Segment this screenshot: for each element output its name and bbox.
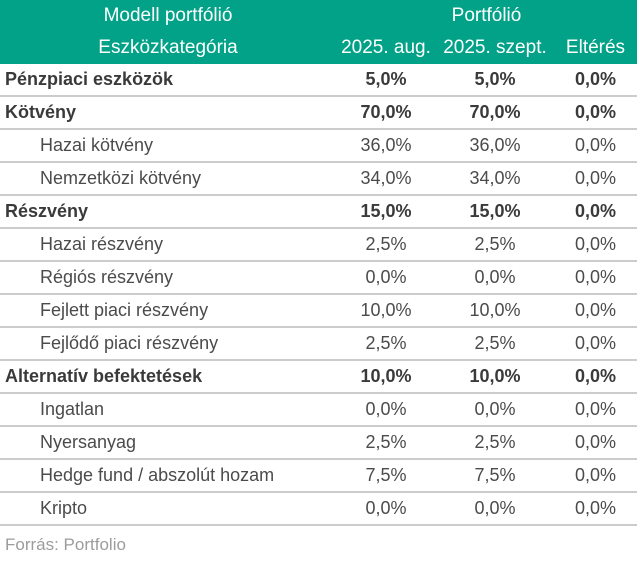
row-value-aug: 5,0% [365,69,407,89]
row-value-szept: 34,0% [469,168,521,188]
column-header-elteres: Eltérés [565,37,626,58]
row-value-szept: 10,0% [469,366,521,386]
row-value-szept: 5,0% [474,69,516,89]
row-label: Fejlődő piaci részvény [40,333,219,353]
row-value-aug: 10,0% [360,300,412,320]
row-label: Régiós részvény [40,267,174,287]
row-value-elteres: 0,0% [574,399,617,419]
row-value-elteres: 0,0% [574,465,617,485]
table-row: Fejlődő piaci részvény 2,5% 2,5% 0,0% [0,328,637,361]
row-value-elteres: 0,0% [574,102,617,122]
row-label: Pénzpiaci eszközök [5,69,174,89]
row-value-aug: 15,0% [360,201,412,221]
row-value-elteres: 0,0% [574,168,617,188]
row-value-aug: 36,0% [360,135,412,155]
row-value-elteres: 0,0% [574,201,617,221]
source-note: Forrás: Portfolio [5,535,126,554]
row-value-aug: 0,0% [365,399,407,419]
table-row: Nyersanyag 2,5% 2,5% 0,0% [0,427,637,460]
row-value-aug: 70,0% [360,102,412,122]
header-columns-row: Eszközkategória 2025. aug. 2025. szept. … [0,32,637,64]
column-header-2025-szept: 2025. szept. [443,37,547,58]
row-value-elteres: 0,0% [574,333,617,353]
header-group-row: Modell portfólió Portfólió [0,0,637,32]
row-label: Hazai részvény [40,234,164,254]
row-label: Nyersanyag [40,432,137,452]
row-value-elteres: 0,0% [574,300,617,320]
header-group-portfolio: Portfólió [451,5,522,26]
table-row: Régiós részvény 0,0% 0,0% 0,0% [0,262,637,295]
table-body: Pénzpiaci eszközök 5,0% 5,0% 0,0% Kötvén… [0,64,637,526]
row-value-elteres: 0,0% [574,267,617,287]
table-row: Részvény 15,0% 15,0% 0,0% [0,196,637,229]
row-value-elteres: 0,0% [574,135,617,155]
row-value-szept: 0,0% [474,498,516,518]
row-label: Részvény [5,201,89,221]
table-header: Modell portfólió Portfólió Eszközkategór… [0,0,637,64]
table-row: Kötvény 70,0% 70,0% 0,0% [0,97,637,130]
table-row: Ingatlan 0,0% 0,0% 0,0% [0,394,637,427]
row-value-szept: 0,0% [474,399,516,419]
row-value-szept: 36,0% [469,135,521,155]
row-value-elteres: 0,0% [574,432,617,452]
row-value-szept: 10,0% [469,300,521,320]
row-value-aug: 34,0% [360,168,412,188]
table-row: Hazai kötvény 36,0% 36,0% 0,0% [0,130,637,163]
row-value-aug: 10,0% [360,366,412,386]
row-value-szept: 2,5% [474,432,516,452]
row-label: Alternatív befektetések [5,366,203,386]
row-label: Nemzetközi kötvény [40,168,202,188]
table-row: Fejlett piaci részvény 10,0% 10,0% 0,0% [0,295,637,328]
row-value-szept: 7,5% [474,465,516,485]
table-row: Hedge fund / abszolút hozam 7,5% 7,5% 0,… [0,460,637,493]
column-header-asset-category: Eszközkategória [98,37,238,58]
row-label: Kripto [40,498,88,518]
row-value-szept: 70,0% [469,102,521,122]
column-header-2025-aug: 2025. aug. [341,37,431,58]
row-value-szept: 0,0% [474,267,516,287]
row-label: Hedge fund / abszolút hozam [40,465,275,485]
row-value-szept: 15,0% [469,201,521,221]
table-row: Kripto 0,0% 0,0% 0,0% [0,493,637,526]
row-value-elteres: 0,0% [574,498,617,518]
row-value-aug: 2,5% [365,333,407,353]
row-value-aug: 0,0% [365,498,407,518]
row-value-aug: 7,5% [365,465,407,485]
header-group-model-portfolio: Modell portfólió [103,5,233,26]
row-value-elteres: 0,0% [574,366,617,386]
table-row: Nemzetközi kötvény 34,0% 34,0% 0,0% [0,163,637,196]
row-value-elteres: 0,0% [574,234,617,254]
table-row: Alternatív befektetések 10,0% 10,0% 0,0% [0,361,637,394]
row-value-szept: 2,5% [474,234,516,254]
row-value-aug: 2,5% [365,234,407,254]
row-label: Kötvény [5,102,77,122]
row-value-aug: 2,5% [365,432,407,452]
row-label: Ingatlan [40,399,105,419]
table-row: Hazai részvény 2,5% 2,5% 0,0% [0,229,637,262]
table-row: Pénzpiaci eszközök 5,0% 5,0% 0,0% [0,64,637,97]
row-value-elteres: 0,0% [574,69,617,89]
row-label: Hazai kötvény [40,135,154,155]
row-value-szept: 2,5% [474,333,516,353]
row-label: Fejlett piaci részvény [40,300,209,320]
row-value-aug: 0,0% [365,267,407,287]
